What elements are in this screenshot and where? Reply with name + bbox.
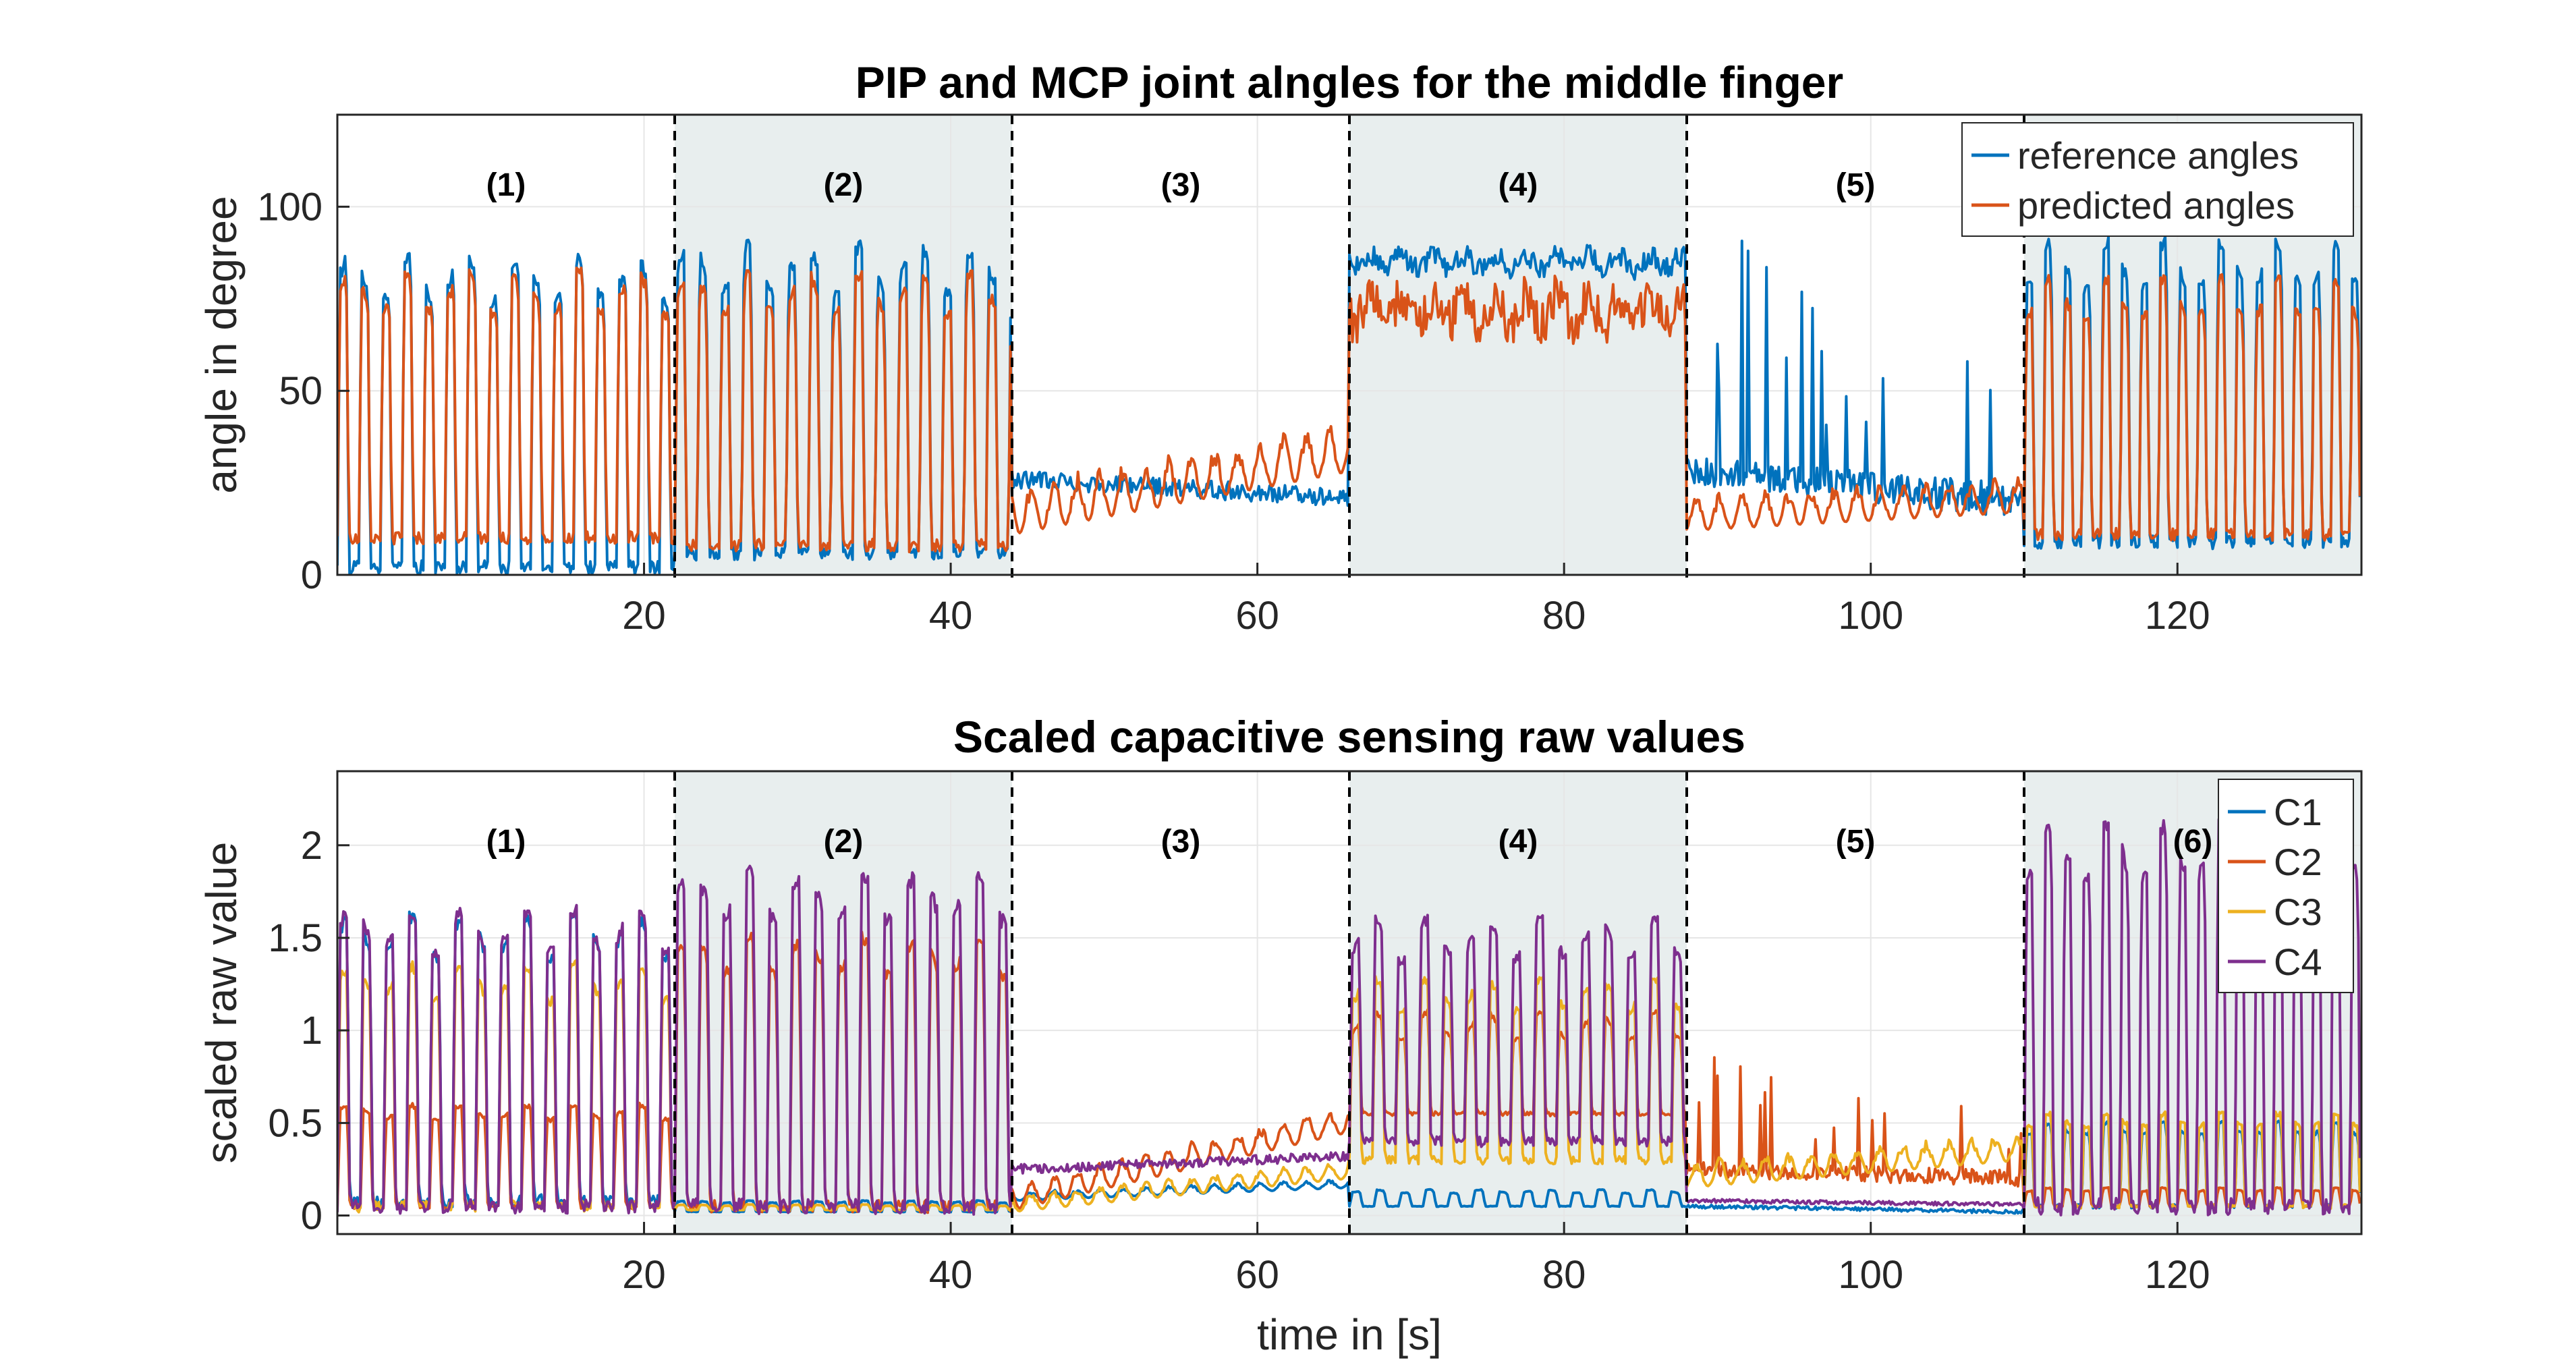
- legend: C1 C2 C3 C4: [2218, 779, 2354, 993]
- legend: reference angles predicted angles: [1961, 122, 2354, 237]
- plot-frame: [336, 770, 2363, 1235]
- x-tick-label: 20: [622, 594, 666, 638]
- y-axis-label: angle in degree: [197, 196, 246, 493]
- segment-label: (3): [1161, 167, 1201, 203]
- segment-label: (4): [1499, 167, 1538, 203]
- legend-entry: C1: [2274, 791, 2322, 833]
- y-tick-label: 100: [257, 185, 323, 229]
- x-tick-label: 120: [2145, 1253, 2210, 1297]
- chart-title: PIP and MCP joint alngles for the middle…: [856, 57, 1843, 107]
- segment-label: (2): [824, 824, 864, 860]
- capacitive-panel: (1) (2) (3) (4) (5) (6) 20 40 60 80 100 120 0 0.5 1 1.5…: [197, 712, 2363, 1359]
- legend-entry: predicted angles: [2017, 184, 2295, 227]
- y-tick-label: 1: [301, 1009, 323, 1053]
- legend-entry: C4: [2274, 941, 2322, 983]
- segment-label: (5): [1836, 824, 1876, 860]
- plot-frame: [336, 113, 2363, 576]
- y-tick-label: 0: [301, 553, 323, 597]
- x-axis-label: time in [s]: [1257, 1310, 1442, 1359]
- x-tick-label: 100: [1838, 594, 1903, 638]
- x-tick-label: 80: [1542, 594, 1586, 638]
- y-tick-label: 2: [301, 824, 323, 868]
- x-tick-label: 20: [622, 1253, 666, 1297]
- shaded-segment-4: [1349, 115, 1687, 575]
- x-tick-label: 80: [1542, 1253, 1586, 1297]
- legend-box: [2218, 779, 2354, 993]
- x-tick-label: 60: [1235, 1253, 1279, 1297]
- x-tick-label: 120: [2145, 594, 2210, 638]
- segment-label: (3): [1161, 824, 1201, 860]
- angles-panel: (1) (2) (3) (4) (5) 20 40 60 80 100 120 0 50 100 PIP a…: [197, 57, 2363, 638]
- chart-title: Scaled capacitive sensing raw values: [953, 712, 1745, 762]
- x-tick-label: 60: [1235, 594, 1279, 638]
- y-tick-label: 1.5: [268, 916, 323, 960]
- y-tick-label: 0: [301, 1194, 323, 1238]
- x-tick-label: 40: [929, 1253, 973, 1297]
- x-tick-label: 100: [1838, 1253, 1903, 1297]
- y-tick-label: 0.5: [268, 1101, 323, 1145]
- y-tick-label: 50: [279, 369, 323, 413]
- legend-entry: reference angles: [2017, 134, 2299, 177]
- legend-entry: C3: [2274, 891, 2322, 933]
- segment-label: (5): [1836, 167, 1876, 203]
- x-tick-label: 40: [929, 594, 973, 638]
- segment-label: (1): [486, 824, 526, 860]
- segment-label: (4): [1499, 824, 1538, 860]
- y-axis-label: scaled raw value: [197, 842, 246, 1164]
- legend-box: [1961, 122, 2354, 237]
- segment-label: (6): [2173, 824, 2213, 860]
- segment-label: (1): [486, 167, 526, 203]
- segment-label: (2): [824, 167, 864, 203]
- legend-entry: C2: [2274, 841, 2322, 883]
